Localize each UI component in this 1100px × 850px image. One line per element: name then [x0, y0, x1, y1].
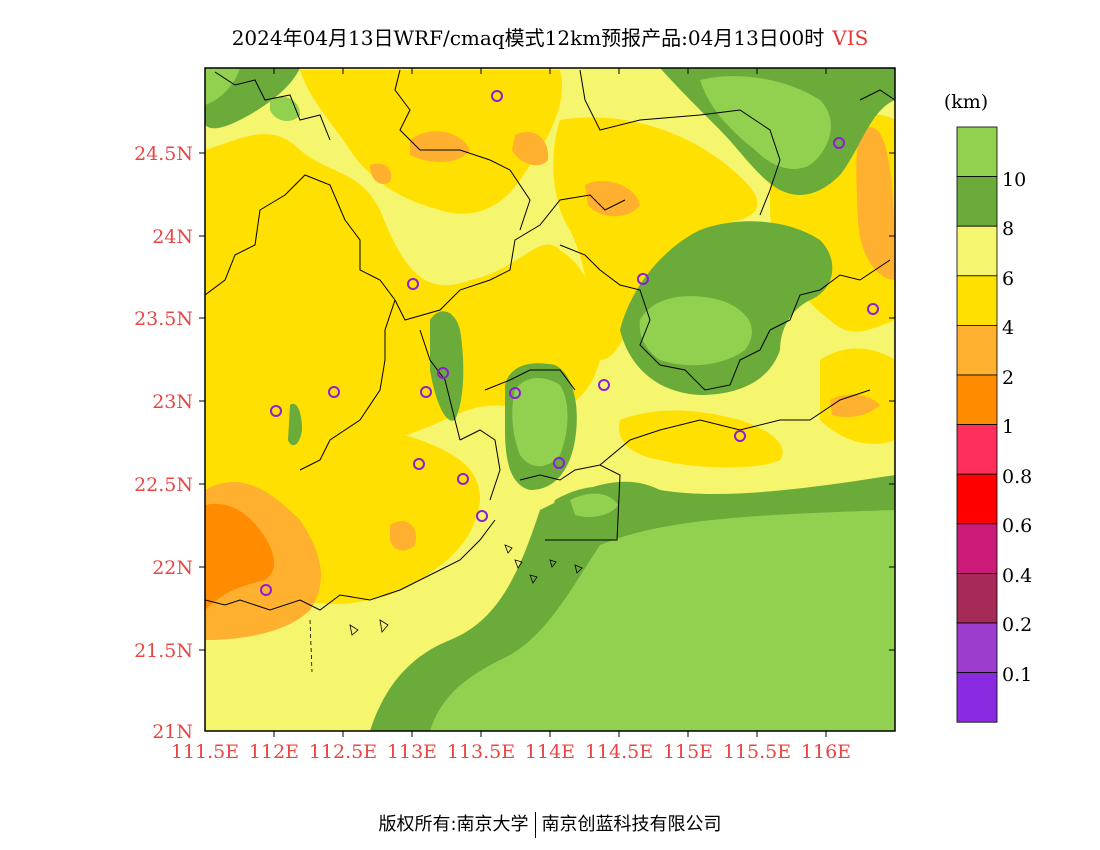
- lat-tick-label: 24N: [152, 226, 193, 248]
- city-marker: [598, 379, 610, 391]
- footer-divider: [534, 812, 536, 838]
- lon-axis: [273, 68, 827, 737]
- copyright-left: 版权所有:南京大学: [378, 814, 529, 835]
- lat-tick-label: 21.5N: [134, 640, 193, 662]
- lat-tick-label: 23.5N: [134, 308, 193, 330]
- lon-tick-label: 112E: [249, 741, 299, 763]
- legend-unit: (km): [944, 91, 988, 113]
- lat-tick-label: 22.5N: [134, 474, 193, 496]
- legend-label: 0.1: [1002, 664, 1032, 686]
- legend-swatch: [956, 176, 998, 227]
- city-marker: [260, 584, 272, 596]
- legend-label: 6: [1002, 268, 1014, 290]
- lon-tick-label: 116E: [801, 741, 851, 763]
- lon-tick-label: 113E: [387, 741, 437, 763]
- legend-label: 0.8: [1002, 466, 1032, 488]
- legend-label: 1: [1002, 416, 1014, 438]
- city-marker: [270, 405, 282, 417]
- lat-tick-label: 24.5N: [134, 143, 193, 165]
- admin-boundaries: [205, 69, 895, 611]
- legend-label: 10: [1002, 169, 1026, 191]
- coastal-islands: [309, 544, 583, 673]
- legend-label: 8: [1002, 218, 1014, 240]
- city-marker: [413, 458, 425, 470]
- city-marker: [437, 367, 449, 379]
- legend-swatch: [956, 424, 998, 475]
- lon-tick-label: 111.5E: [171, 741, 239, 763]
- city-marker: [509, 387, 521, 399]
- city-marker: [491, 90, 503, 102]
- city-markers: [260, 90, 879, 596]
- copyright-footer: 版权所有:南京大学 南京创蓝科技有限公司: [0, 810, 1100, 838]
- city-marker: [407, 278, 419, 290]
- lon-tick-label: 114E: [525, 741, 575, 763]
- lon-tick-label: 112.5E: [309, 741, 377, 763]
- legend-swatch: [956, 275, 998, 326]
- title-variable: VIS: [832, 26, 869, 50]
- legend-labels: 10 8 6 4 2 1 0.8 0.6 0.4 0.2 0.1: [1002, 169, 1032, 686]
- city-marker: [833, 137, 845, 149]
- legend-swatch: [956, 126, 998, 177]
- legend-swatch: [956, 523, 998, 574]
- legend-swatch: [956, 374, 998, 425]
- legend-swatch: [956, 672, 998, 723]
- lon-tick-label: 113.5E: [447, 741, 515, 763]
- city-marker: [457, 473, 469, 485]
- legend-colorbar: [956, 126, 998, 723]
- city-marker: [867, 303, 879, 315]
- legend-swatch: [956, 573, 998, 624]
- copyright-right: 南京创蓝科技有限公司: [541, 814, 722, 835]
- legend-label: 2: [1002, 367, 1014, 389]
- lat-tick-label: 23N: [152, 391, 193, 413]
- legend-swatch: [956, 225, 998, 277]
- city-marker: [553, 457, 565, 469]
- city-marker: [420, 386, 432, 398]
- legend-label: 4: [1002, 317, 1014, 339]
- map-title: 2024年04月13日WRF/cmaq模式12km预报产品:04月13日00时 V…: [0, 22, 1100, 51]
- legend-label: 0.2: [1002, 614, 1032, 636]
- lat-tick-label: 21N: [152, 721, 193, 743]
- city-marker: [734, 430, 746, 442]
- legend-swatch: [956, 622, 998, 673]
- legend-label: 0.6: [1002, 515, 1032, 537]
- lon-tick-labels: 111.5E 112E 112.5E 113E 113.5E 114E 114.…: [171, 741, 851, 763]
- city-marker: [328, 386, 340, 398]
- city-marker: [637, 273, 649, 285]
- title-main: 2024年04月13日WRF/cmaq模式12km预报产品:04月13日00时: [231, 26, 825, 50]
- legend-label: 0.4: [1002, 565, 1032, 587]
- legend-swatch: [956, 473, 998, 525]
- lon-tick-label: 114.5E: [585, 741, 653, 763]
- lon-tick-label: 115.5E: [723, 741, 791, 763]
- legend-swatch: [956, 324, 998, 376]
- lon-tick-label: 115E: [663, 741, 713, 763]
- lat-axis: [199, 152, 895, 651]
- city-marker: [476, 510, 488, 522]
- lat-tick-labels: 24.5N 24N 23.5N 23N 22.5N 22N 21.5N 21N: [134, 143, 193, 743]
- lat-tick-label: 22N: [152, 557, 193, 579]
- visibility-field: [205, 68, 895, 731]
